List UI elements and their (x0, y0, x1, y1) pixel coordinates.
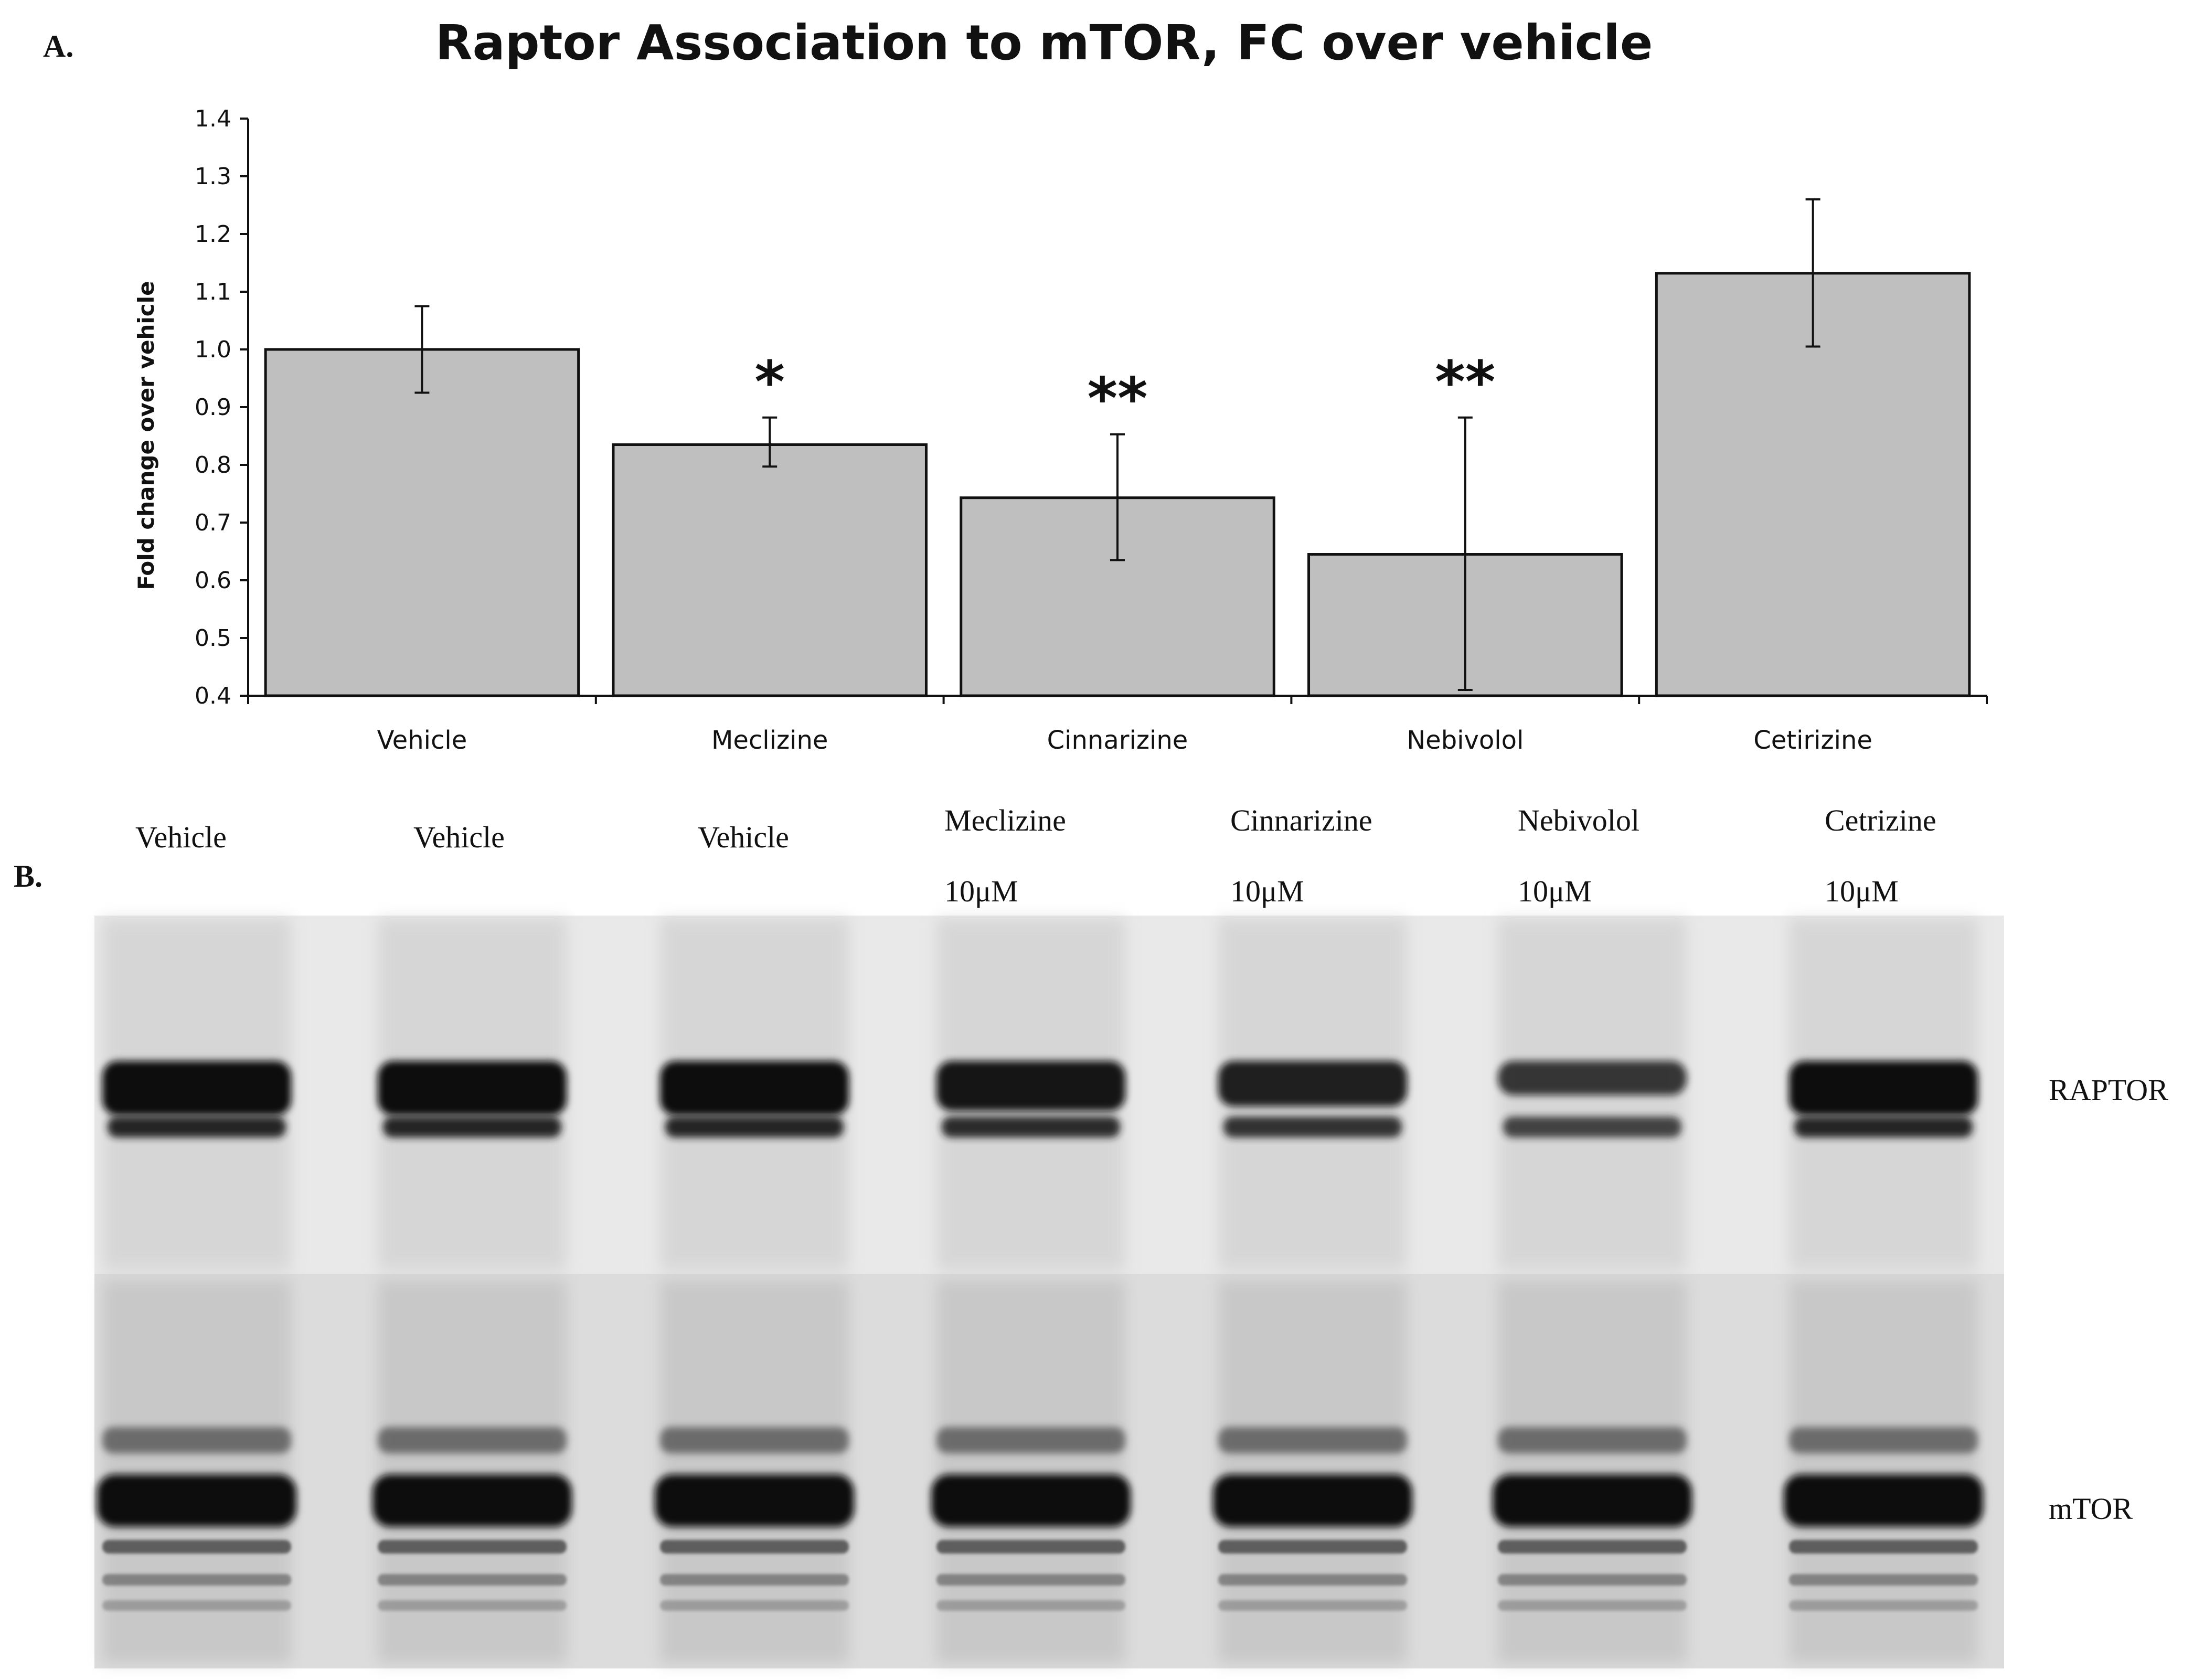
mtor-band-lower-1 (1218, 1540, 1407, 1554)
lane-treatment-label: Cinnarizine (1230, 803, 1372, 837)
mtor-lane-smear (1789, 1280, 1978, 1663)
mtor-band-lower-3 (102, 1600, 291, 1611)
mtor-band-upper (1498, 1427, 1687, 1453)
mtor-band-upper (378, 1427, 567, 1453)
mtor-band-lower-1 (1498, 1540, 1687, 1554)
y-tick-label: 0.4 (195, 683, 231, 709)
mtor-band-lower-3 (1789, 1600, 1978, 1611)
lane-treatment-label: Nebivolol (1518, 803, 1639, 837)
y-tick-label: 0.5 (195, 625, 231, 652)
y-tick-label: 1.0 (195, 336, 231, 363)
mtor-band-lower-2 (378, 1574, 567, 1586)
mtor-band-lower-3 (936, 1600, 1125, 1611)
raptor-band-upper (1498, 1061, 1687, 1096)
raptor-band-upper (102, 1061, 291, 1115)
significance-marker: ** (1435, 348, 1495, 416)
lane-treatment-label: Cetrizine (1825, 803, 1936, 837)
y-tick-label: 0.9 (195, 394, 231, 421)
western-blot: RAPTOR mTOR (94, 916, 2168, 1668)
x-tick-label: Nebivolol (1407, 726, 1524, 755)
mtor-lane-smear (936, 1280, 1125, 1663)
raptor-band-upper (660, 1061, 849, 1115)
x-tick-label: Cinnarizine (1047, 726, 1188, 755)
mtor-band-upper (1218, 1427, 1407, 1453)
mtor-band-main (372, 1474, 572, 1527)
mtor-band-main (931, 1474, 1131, 1527)
mtor-lane-smear (378, 1280, 567, 1663)
mtor-band-main (1213, 1474, 1412, 1527)
lane-treatment-label: Vehicle (698, 820, 789, 854)
mtor-band-lower-3 (1498, 1600, 1687, 1611)
mtor-band-lower-1 (660, 1540, 849, 1554)
panel-b-label: B. (14, 859, 42, 894)
raptor-band-lower (1223, 1117, 1402, 1137)
lane-concentration-label: 10μM (1230, 874, 1304, 908)
blot-lane-labels: Vehicle Vehicle Vehicle Meclizine 10μM Cinnar… (135, 803, 1936, 908)
raptor-band-lower (942, 1117, 1120, 1137)
raptor-band-lower (1794, 1117, 1973, 1137)
panel-a-label: A. (43, 29, 73, 63)
mtor-band-lower-1 (102, 1540, 291, 1554)
lane-treatment-label: Vehicle (135, 820, 227, 854)
bar (264, 348, 580, 697)
bar (612, 443, 928, 697)
mtor-band-lower-3 (1218, 1600, 1407, 1611)
y-tick-label: 0.7 (195, 509, 231, 536)
mtor-band-upper (936, 1427, 1125, 1453)
y-tick-label: 1.2 (195, 221, 231, 248)
y-tick-label: 1.4 (195, 105, 231, 132)
raptor-band-lower (1503, 1117, 1681, 1137)
lane-concentration-label: 10μM (944, 874, 1018, 908)
mtor-lane-smear (660, 1280, 849, 1663)
mtor-band-lower-1 (378, 1540, 567, 1554)
raptor-band-label: RAPTOR (2049, 1073, 2168, 1107)
y-tick-label: 1.3 (195, 163, 231, 190)
lane-treatment-label: Meclizine (944, 803, 1066, 837)
chart-title: Raptor Association to mTOR, FC over vehi… (435, 15, 1653, 71)
y-tick-label: 1.1 (195, 279, 231, 305)
mtor-lane-smear (1498, 1280, 1687, 1663)
mtor-band-upper (660, 1427, 849, 1453)
y-tick-label: 0.6 (195, 567, 231, 594)
raptor-band-lower (665, 1117, 844, 1137)
mtor-band-upper (102, 1427, 291, 1453)
mtor-band-main (1784, 1474, 1983, 1527)
bar-chart: Raptor Association to mTOR, FC over vehi… (133, 15, 1988, 755)
mtor-band-lower-2 (660, 1574, 849, 1586)
mtor-band-lower-2 (1218, 1574, 1407, 1586)
mtor-lane-smear (102, 1280, 291, 1663)
raptor-band-upper (378, 1061, 567, 1115)
mtor-band-lower-1 (1789, 1540, 1978, 1554)
lane-treatment-label: Vehicle (413, 820, 505, 854)
mtor-band-lower-2 (1789, 1574, 1978, 1586)
x-tick-label: Cetirizine (1753, 726, 1872, 755)
mtor-band-lower-2 (936, 1574, 1125, 1586)
raptor-band-lower (108, 1117, 286, 1137)
y-axis-label: Fold change over vehicle (133, 281, 159, 590)
mtor-band-main (97, 1474, 296, 1527)
mtor-band-lower-2 (102, 1574, 291, 1586)
mtor-lane-smear (1218, 1280, 1407, 1663)
significance-marker: ** (1087, 365, 1147, 432)
raptor-band-upper (1218, 1061, 1407, 1107)
mtor-band-lower-3 (660, 1600, 849, 1611)
significance-marker: * (754, 348, 785, 416)
x-tick-label: Vehicle (377, 726, 467, 755)
x-tick-label: Meclizine (711, 726, 828, 755)
raptor-band-upper (936, 1061, 1125, 1111)
raptor-band-lower (383, 1117, 561, 1137)
mtor-band-main (655, 1474, 854, 1527)
lane-concentration-label: 10μM (1518, 874, 1592, 908)
mtor-band-main (1493, 1474, 1692, 1527)
mtor-band-lower-1 (936, 1540, 1125, 1554)
mtor-band-lower-2 (1498, 1574, 1687, 1586)
mtor-band-lower-3 (378, 1600, 567, 1611)
lane-concentration-label: 10μM (1825, 874, 1899, 908)
raptor-band-upper (1789, 1061, 1978, 1115)
mtor-band-upper (1789, 1427, 1978, 1453)
mtor-band-label: mTOR (2049, 1492, 2133, 1526)
y-tick-label: 0.8 (195, 452, 231, 479)
